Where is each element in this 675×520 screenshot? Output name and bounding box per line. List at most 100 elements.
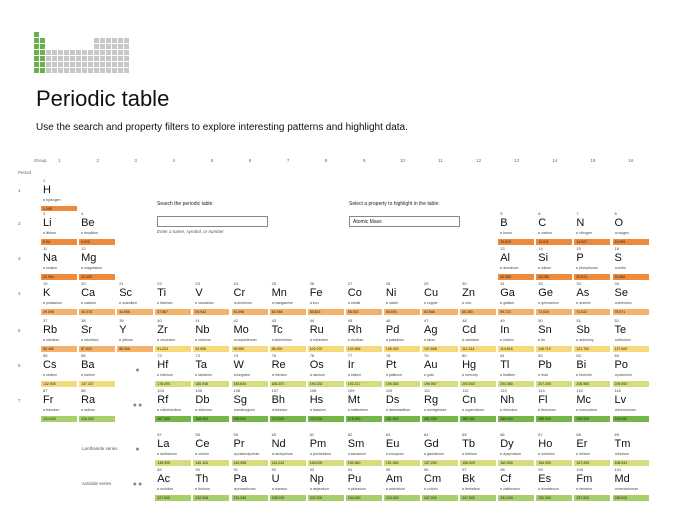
element-cell-nh[interactable]: 113 Nh nihonium 286.000 [498,388,535,423]
element-cell-sc[interactable]: 21 Sc scandium 44.956 [117,281,154,316]
search-input[interactable] [157,216,268,227]
element-cell-ho[interactable]: 67 Ho holmium 164.930 [536,432,573,467]
element-cell-mc[interactable]: 115 Mc moscovium 290.000 [574,388,611,423]
element-cell-sn[interactable]: 50 Sn tin 118.710 [536,318,573,353]
element-cell-bk[interactable]: 97 Bk berkelium 247.000 [460,467,497,502]
element-cell-er[interactable]: 68 Er erbium 167.259 [574,432,611,467]
element-cell-mn[interactable]: 25 Mn manganese 54.938 [269,281,306,316]
element-cell-zn[interactable]: 30 Zn zinc 65.380 [460,281,497,316]
element-cell-db[interactable]: 105 Db dubnium 268.000 [193,388,230,423]
element-cell-pt[interactable]: 78 Pt platinum 195.084 [383,353,420,388]
element-cell-rf[interactable]: 104 Rf rutherfordium 267.000 [155,388,192,423]
element-cell-fe[interactable]: 26 Fe iron 55.845 [307,281,344,316]
element-cell-ta[interactable]: 73 Ta tantalum 180.948 [193,353,230,388]
element-cell-tb[interactable]: 65 Tb terbium 158.925 [460,432,497,467]
element-cell-ga[interactable]: 31 Ga gallium 69.723 [498,281,535,316]
element-cell-as[interactable]: 33 As arsenic 74.922 [574,281,611,316]
element-cell-sm[interactable]: 62 Sm samarium 150.360 [345,432,382,467]
element-cell-hg[interactable]: 80 Hg mercury 200.592 [460,353,497,388]
element-cell-cu[interactable]: 29 Cu copper 63.546 [422,281,458,316]
element-cell-sb[interactable]: 51 Sb antimony 121.760 [574,318,611,353]
element-cell-os[interactable]: 76 Os osmium 190.230 [307,353,344,388]
element-cell-cs[interactable]: 55 Cs cesium 132.905 [41,353,77,388]
element-cell-ti[interactable]: 22 Ti titanium 47.867 [155,281,192,316]
element-cell-na[interactable]: 11 Na sodium 22.990 [41,246,77,281]
element-cell-mg[interactable]: 12 Mg magnesium 24.305 [79,246,116,281]
element-cell-tc[interactable]: 43 Tc technetium 98.000 [269,318,306,353]
element-cell-pd[interactable]: 46 Pd palladium 106.420 [383,318,420,353]
element-cell-sr[interactable]: 38 Sr strontium 87.620 [79,318,116,353]
element-cell-md[interactable]: 101 Md mendelevium 258.000 [612,467,649,502]
element-cell-po[interactable]: 84 Po polonium 209.000 [612,353,649,388]
element-cell-ba[interactable]: 56 Ba barium 137.327 [79,353,116,388]
element-cell-np[interactable]: 93 Np neptunium 237.000 [307,467,344,502]
element-cell-am[interactable]: 95 Am americium 243.000 [383,467,420,502]
element-cell-pm[interactable]: 61 Pm promethium 145.000 [307,432,344,467]
element-cell-ge[interactable]: 32 Ge germanium 72.630 [536,281,573,316]
element-cell-rb[interactable]: 37 Rb rubidium 85.468 [41,318,77,353]
element-cell-rg[interactable]: 111 Rg roentgenium 282.000 [422,388,458,423]
element-cell-bi[interactable]: 83 Bi bismuth 208.980 [574,353,611,388]
element-cell-hs[interactable]: 108 Hs hassium 270.000 [307,388,344,423]
element-cell-cf[interactable]: 98 Cf californium 251.000 [498,467,535,502]
element-cell-be[interactable]: 4 Be beryllium 9.012 [79,211,116,246]
element-cell-la[interactable]: 57 La lanthanum 138.905 [155,432,192,467]
element-cell-es[interactable]: 99 Es einsteinium 252.000 [536,467,573,502]
element-cell-pa[interactable]: 91 Pa protactinium 231.036 [231,467,268,502]
element-cell-se[interactable]: 34 Se selenium 78.971 [612,281,649,316]
element-cell-ir[interactable]: 77 Ir iridium 192.217 [345,353,382,388]
element-cell-pb[interactable]: 82 Pb lead 207.200 [536,353,573,388]
element-cell-nb[interactable]: 41 Nb niobium 92.906 [193,318,230,353]
element-cell-ds[interactable]: 110 Ds darmstadtium 281.000 [383,388,420,423]
property-select[interactable]: Atomic Mass [349,216,460,227]
element-cell-fl[interactable]: 114 Fl flerovium 289.000 [536,388,573,423]
element-cell-zr[interactable]: 40 Zr zirconium 91.224 [155,318,192,353]
element-cell-gd[interactable]: 64 Gd gadolinium 157.250 [422,432,458,467]
element-cell-ni[interactable]: 28 Ni nickel 58.693 [383,281,420,316]
element-cell-fm[interactable]: 100 Fm fermium 257.000 [574,467,611,502]
element-cell-pu[interactable]: 94 Pu plutonium 244.000 [345,467,382,502]
element-cell-ce[interactable]: 58 Ce cerium 140.116 [193,432,230,467]
element-cell-eu[interactable]: 63 Eu europium 151.964 [383,432,420,467]
element-cell-in[interactable]: 49 In indium 114.818 [498,318,535,353]
element-cell-pr[interactable]: 59 Pr praseodymium 140.908 [231,432,268,467]
element-cell-re[interactable]: 75 Re rhenium 186.207 [269,353,306,388]
element-cell-fr[interactable]: 87 Fr francium 223.000 [41,388,77,423]
element-cell-ra[interactable]: 88 Ra radium 226.000 [79,388,116,423]
element-cell-ru[interactable]: 44 Ru ruthenium 101.070 [307,318,344,353]
element-cell-cn[interactable]: 112 Cn copernicium 285.000 [460,388,497,423]
element-cell-cm[interactable]: 96 Cm curium 247.000 [422,467,458,502]
element-cell-ac[interactable]: 89 Ac actinium 227.000 [155,467,192,502]
element-cell-sg[interactable]: 106 Sg seaborgium 269.000 [231,388,268,423]
element-cell-bh[interactable]: 107 Bh bohrium 270.000 [269,388,306,423]
element-cell-mo[interactable]: 42 Mo molybdenum 95.950 [231,318,268,353]
element-cell-dy[interactable]: 66 Dy dysprosium 162.500 [498,432,535,467]
element-cell-th[interactable]: 90 Th thorium 232.038 [193,467,230,502]
element-cell-au[interactable]: 79 Au gold 196.967 [422,353,458,388]
element-cell-lv[interactable]: 116 Lv livermorium 293.000 [612,388,649,423]
element-cell-mt[interactable]: 109 Mt meitnerium 278.000 [345,388,382,423]
element-cell-al[interactable]: 13 Al aluminum 26.982 [498,246,535,281]
element-cell-li[interactable]: 3 Li lithium 6.94 [41,211,77,246]
element-cell-tm[interactable]: 69 Tm thulium 168.934 [612,432,649,467]
element-cell-tl[interactable]: 81 Tl thallium 204.380 [498,353,535,388]
element-cell-co[interactable]: 27 Co cobalt 58.933 [345,281,382,316]
element-cell-nd[interactable]: 60 Nd neodymium 144.242 [269,432,306,467]
element-cell-rh[interactable]: 45 Rh rhodium 102.906 [345,318,382,353]
element-cell-cr[interactable]: 24 Cr chromium 51.996 [231,281,268,316]
element-cell-cd[interactable]: 48 Cd cadmium 112.414 [460,318,497,353]
element-cell-hf[interactable]: 72 Hf hafnium 178.490 [155,353,192,388]
element-cell-ca[interactable]: 20 Ca calcium 40.078 [79,281,116,316]
element-cell-te[interactable]: 52 Te tellurium 127.600 [612,318,649,353]
